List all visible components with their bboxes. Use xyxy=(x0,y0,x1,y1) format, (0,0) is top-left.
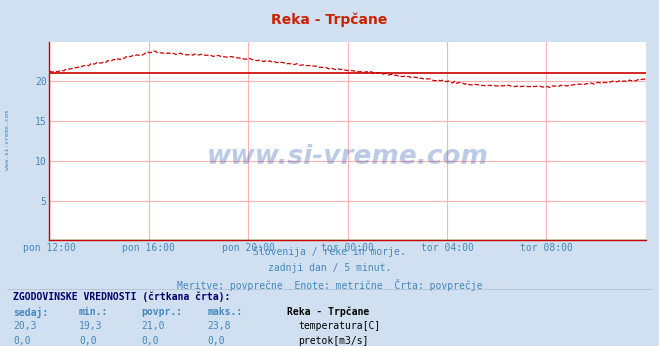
Text: 23,8: 23,8 xyxy=(208,321,231,331)
Text: maks.:: maks.: xyxy=(208,307,243,317)
Text: 19,3: 19,3 xyxy=(79,321,103,331)
Text: Slovenija / reke in morje.: Slovenija / reke in morje. xyxy=(253,247,406,257)
Text: Meritve: povprečne  Enote: metrične  Črta: povprečje: Meritve: povprečne Enote: metrične Črta:… xyxy=(177,279,482,291)
Text: 0,0: 0,0 xyxy=(79,336,97,346)
Text: 21,0: 21,0 xyxy=(142,321,165,331)
Text: min.:: min.: xyxy=(79,307,109,317)
Text: 0,0: 0,0 xyxy=(142,336,159,346)
Text: 20,3: 20,3 xyxy=(13,321,37,331)
Text: 0,0: 0,0 xyxy=(13,336,31,346)
Text: pretok[m3/s]: pretok[m3/s] xyxy=(299,336,369,346)
Text: sedaj:: sedaj: xyxy=(13,307,48,318)
Text: povpr.:: povpr.: xyxy=(142,307,183,317)
Text: www.si-vreme.com: www.si-vreme.com xyxy=(207,144,488,170)
Text: 0,0: 0,0 xyxy=(208,336,225,346)
Text: temperatura[C]: temperatura[C] xyxy=(299,321,381,331)
Text: www.si-vreme.com: www.si-vreme.com xyxy=(5,110,11,170)
Text: zadnji dan / 5 minut.: zadnji dan / 5 minut. xyxy=(268,263,391,273)
Text: Reka - Trpčane: Reka - Trpčane xyxy=(287,307,369,317)
Text: ZGODOVINSKE VREDNOSTI (črtkana črta):: ZGODOVINSKE VREDNOSTI (črtkana črta): xyxy=(13,291,231,302)
Text: Reka - Trpčane: Reka - Trpčane xyxy=(272,12,387,27)
